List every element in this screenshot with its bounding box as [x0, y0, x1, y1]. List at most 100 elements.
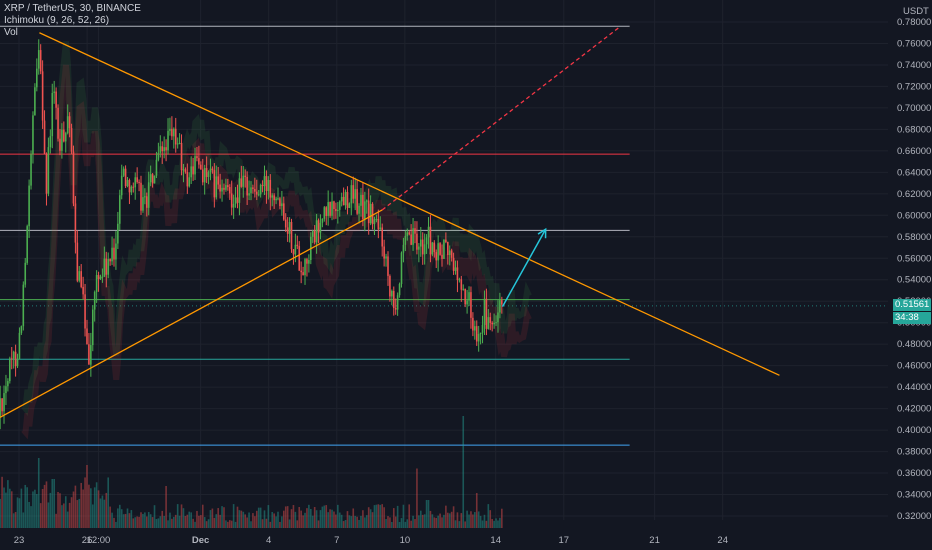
volume-bar	[66, 511, 69, 528]
candle-body	[429, 226, 432, 255]
candle-body	[61, 129, 63, 151]
volume-bar	[254, 516, 256, 528]
candle-body	[153, 175, 156, 184]
volume-bar	[173, 516, 175, 528]
volume-bar	[41, 488, 44, 528]
volume-bar	[406, 519, 409, 528]
volume-bar	[228, 520, 231, 528]
volume-bar	[487, 504, 490, 528]
candle-body	[9, 358, 11, 382]
volume-bar	[59, 493, 61, 528]
volume-bar	[90, 488, 92, 528]
candle-body	[37, 50, 40, 69]
volume-bar	[167, 520, 169, 528]
volume-bar	[279, 521, 281, 528]
volume-bar	[454, 520, 457, 528]
candle-body	[323, 207, 326, 219]
volume-bar	[146, 516, 148, 528]
candle-body	[325, 207, 328, 216]
time-tick-label: 26	[82, 535, 93, 546]
volume-bar	[186, 514, 189, 528]
candle-body	[271, 195, 274, 198]
candle-body	[419, 239, 422, 247]
volume-bar	[450, 511, 453, 528]
candle-body	[80, 271, 82, 287]
candle-body	[186, 171, 189, 187]
volume-bar	[360, 515, 362, 528]
volume-bar	[132, 518, 135, 528]
volume-bar	[369, 509, 372, 528]
candle-body	[279, 198, 281, 207]
volume-bar	[333, 511, 335, 528]
ichimoku-indicator-label[interactable]: Ichimoku (9, 26, 52, 26)	[4, 15, 110, 26]
volume-bar	[142, 513, 144, 528]
volume-bar	[91, 504, 94, 528]
candle-body	[180, 142, 183, 171]
candle-body	[12, 351, 15, 359]
candle-body	[97, 275, 100, 280]
candle-body	[107, 259, 110, 275]
volume-bar	[34, 489, 36, 528]
candle-body	[454, 267, 457, 271]
volume-bar	[408, 504, 411, 528]
volume-bar	[292, 505, 295, 528]
candle-body	[462, 288, 465, 290]
candle-body	[205, 168, 208, 177]
trendline-ascending-extension	[381, 25, 621, 211]
candle-body	[32, 115, 34, 155]
volume-bar	[144, 512, 146, 528]
candle-body	[182, 169, 185, 171]
volume-bar	[151, 517, 154, 528]
candle-body	[373, 219, 376, 225]
volume-bar	[288, 519, 291, 528]
candle-body	[391, 290, 393, 297]
candle-body	[356, 189, 358, 214]
volume-bar	[304, 512, 306, 528]
candle-body	[72, 151, 75, 204]
volume-bar	[250, 521, 252, 528]
last-price-tag: 0.51561	[893, 299, 931, 311]
candle-body	[173, 128, 175, 137]
candle-body	[350, 185, 353, 204]
candle-body	[215, 176, 218, 198]
candle-body	[439, 243, 441, 255]
candle-body	[418, 246, 420, 250]
price-tick-label: 0.48000	[897, 339, 931, 350]
candle-body	[485, 298, 488, 329]
candle-body	[441, 254, 443, 259]
candle-body	[192, 166, 194, 175]
candle-body	[338, 201, 341, 210]
volume-bar	[418, 515, 420, 528]
candle-body	[302, 272, 304, 276]
candle-body	[286, 227, 289, 234]
volume-bar	[477, 511, 480, 528]
candle-body	[381, 227, 383, 247]
volume-bar	[155, 519, 158, 528]
volume-bar	[398, 521, 401, 528]
volume-bar	[431, 514, 434, 528]
symbol-title[interactable]: XRP / TetherUS, 30, BINANCE	[4, 3, 141, 14]
volume-bar	[489, 510, 492, 528]
candle-body	[348, 203, 351, 208]
price-axis[interactable]: 0.32000 0.34000 0.36000 0.38000 0.40000 0.420…	[897, 6, 931, 522]
candle-body	[130, 186, 133, 193]
volume-bar	[84, 477, 86, 528]
volume-bar	[130, 510, 133, 528]
volume-bar	[472, 514, 474, 528]
volume-indicator-label[interactable]: Vol	[4, 27, 18, 38]
candle-body	[198, 158, 200, 165]
candle-body	[196, 156, 198, 159]
candle-body	[26, 226, 28, 263]
time-tick-label: 24	[717, 535, 728, 546]
volume-bar	[443, 514, 445, 528]
volume-bar	[120, 509, 123, 528]
candle-body	[70, 128, 73, 152]
volume-bar	[72, 491, 75, 528]
candle-body	[132, 186, 135, 188]
volume-bar	[169, 512, 171, 528]
volume-bar	[9, 488, 11, 528]
price-tick-label: 0.76000	[897, 38, 931, 49]
volume-bar	[356, 516, 358, 528]
